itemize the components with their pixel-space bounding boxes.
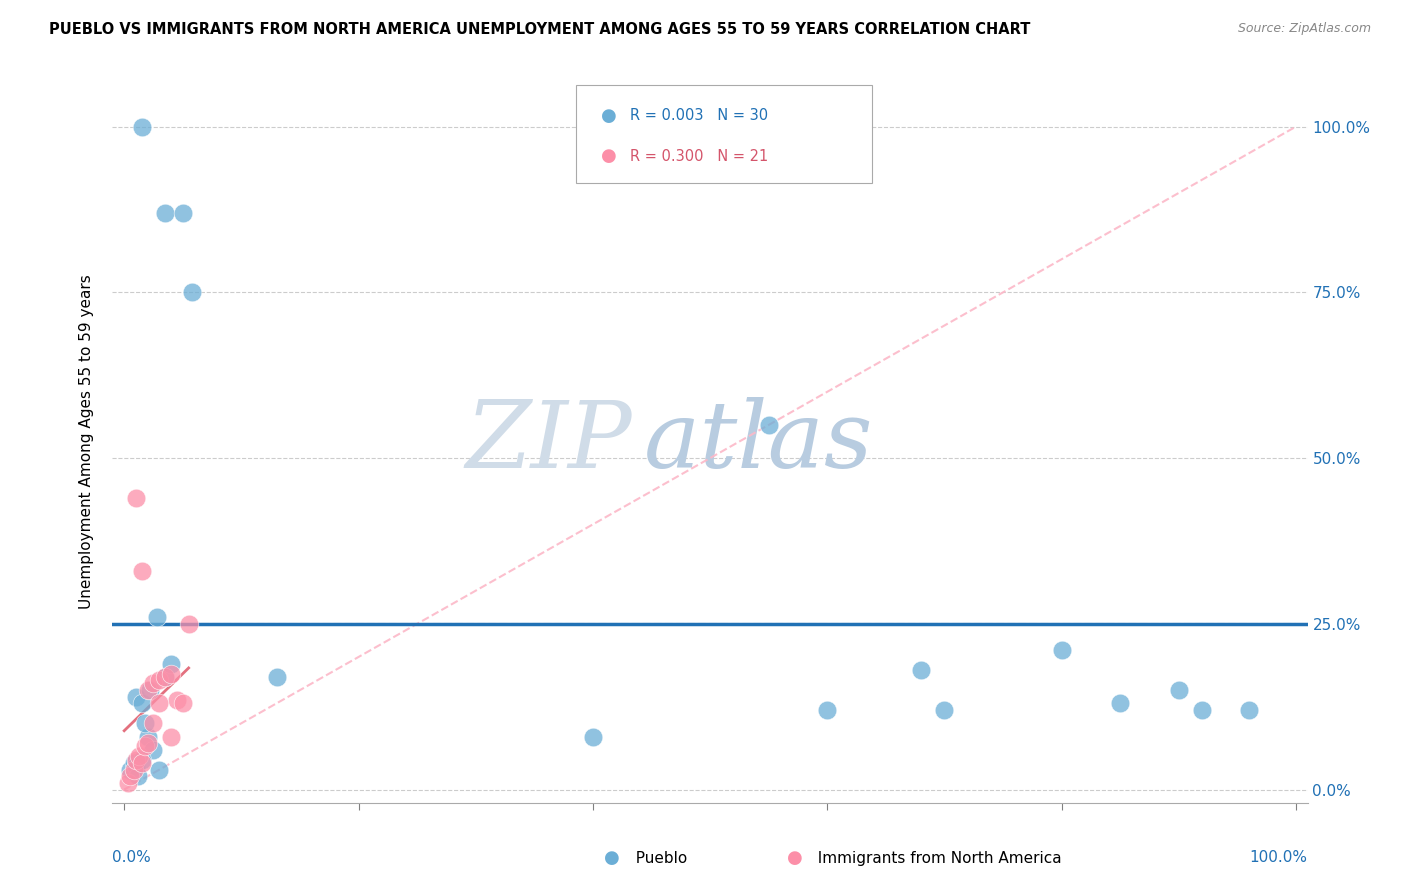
Point <box>1237 703 1260 717</box>
Point <box>136 683 159 698</box>
Text: 0.0%: 0.0% <box>112 850 152 864</box>
Text: PUEBLO VS IMMIGRANTS FROM NORTH AMERICA UNEMPLOYMENT AMONG AGES 55 TO 59 YEARS C: PUEBLO VS IMMIGRANTS FROM NORTH AMERICA … <box>49 22 1031 37</box>
Point <box>934 703 956 717</box>
Point <box>177 616 200 631</box>
Point <box>125 759 148 773</box>
Point <box>142 676 165 690</box>
Point <box>155 670 177 684</box>
Point <box>155 670 177 684</box>
Point <box>1050 643 1073 657</box>
Point <box>910 663 932 677</box>
Text: ●: ● <box>786 849 803 867</box>
Point <box>155 206 177 220</box>
Point <box>160 666 183 681</box>
Point <box>131 753 153 767</box>
Point <box>125 690 148 704</box>
Point <box>131 564 153 578</box>
Point <box>136 730 159 744</box>
Point <box>148 763 170 777</box>
Text: Immigrants from North America: Immigrants from North America <box>808 851 1062 865</box>
Point <box>131 120 153 134</box>
Text: atlas: atlas <box>644 397 873 486</box>
Point <box>128 749 150 764</box>
Point <box>815 703 838 717</box>
Point <box>127 769 149 783</box>
Text: Pueblo: Pueblo <box>626 851 688 865</box>
Point <box>758 417 780 432</box>
Point <box>134 716 156 731</box>
Point <box>125 491 148 505</box>
Point <box>134 739 156 754</box>
Text: 100.0%: 100.0% <box>1250 850 1308 864</box>
Point <box>172 206 194 220</box>
Point <box>172 697 194 711</box>
Text: ●: ● <box>603 849 620 867</box>
Point <box>117 776 139 790</box>
Point <box>142 743 165 757</box>
Text: ●: ● <box>600 147 617 165</box>
Point <box>146 610 169 624</box>
Point <box>1167 683 1189 698</box>
Point <box>160 730 183 744</box>
Point <box>582 730 605 744</box>
Y-axis label: Unemployment Among Ages 55 to 59 years: Unemployment Among Ages 55 to 59 years <box>79 274 94 609</box>
Point <box>142 716 165 731</box>
Point <box>148 697 170 711</box>
Text: ●: ● <box>600 107 617 125</box>
Point <box>1191 703 1213 717</box>
Point <box>120 763 141 777</box>
Text: ZIP: ZIP <box>465 397 633 486</box>
Point <box>125 753 148 767</box>
Point <box>131 756 153 770</box>
Text: R = 0.300   N = 21: R = 0.300 N = 21 <box>630 149 768 163</box>
Point <box>148 673 170 688</box>
Point <box>122 763 145 777</box>
Point <box>1109 697 1132 711</box>
Text: R = 0.003   N = 30: R = 0.003 N = 30 <box>630 109 768 123</box>
Point <box>160 657 183 671</box>
Point <box>266 670 288 684</box>
Point <box>120 769 141 783</box>
Point <box>136 736 159 750</box>
Point <box>139 683 162 698</box>
Point <box>131 697 153 711</box>
Point <box>122 756 145 770</box>
Point <box>166 693 188 707</box>
Text: Source: ZipAtlas.com: Source: ZipAtlas.com <box>1237 22 1371 36</box>
Point <box>181 285 204 300</box>
